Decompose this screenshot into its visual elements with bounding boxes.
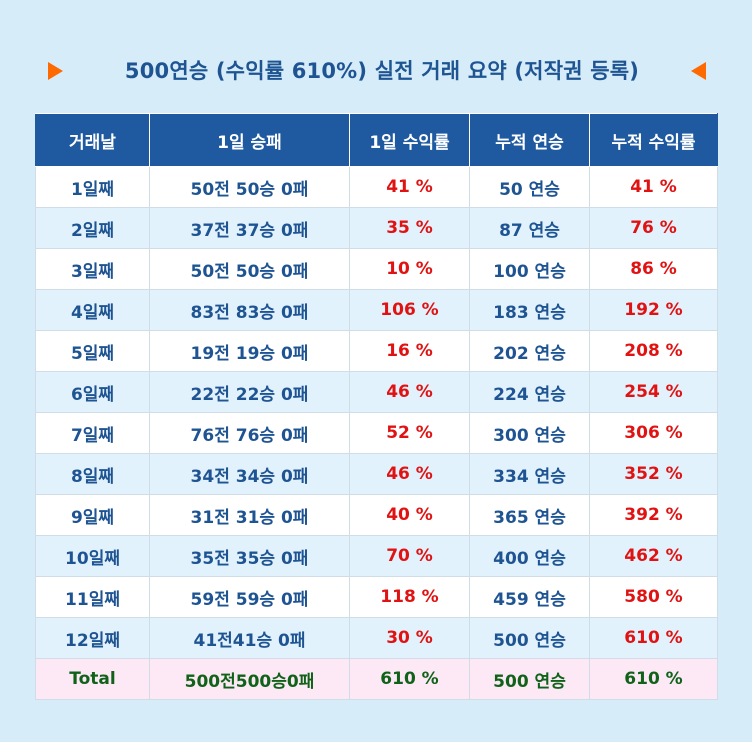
cumulative-rate-cell: 580 %	[589, 576, 718, 618]
record-cell: 50전 50승 0패	[149, 166, 350, 208]
record-cell: 31전 31승 0패	[149, 494, 350, 536]
table-row: 11일째 59전 59승 0패 118 % 459 연승 580 %	[35, 576, 718, 618]
daily-rate-cell: 46 %	[349, 371, 470, 413]
streak-cell: 334 연승	[469, 453, 590, 495]
column-header-streak: 누적 연승	[469, 113, 590, 167]
page-title: 500연승 (수익률 610%) 실전 거래 요약 (저작권 등록)	[124, 59, 640, 83]
cumulative-rate-cell: 610 %	[589, 617, 718, 659]
daily-rate-cell: 10 %	[349, 248, 470, 290]
day-cell: 7일째	[35, 412, 150, 454]
cumulative-rate-cell: 41 %	[589, 166, 718, 208]
cumulative-rate-cell: 76 %	[589, 207, 718, 249]
day-cell: 6일째	[35, 371, 150, 413]
total-row: Total 500전500승0패 610 % 500 연승 610 %	[35, 658, 718, 700]
record-cell: 19전 19승 0패	[149, 330, 350, 372]
record-cell: 34전 34승 0패	[149, 453, 350, 495]
daily-rate-cell: 30 %	[349, 617, 470, 659]
record-cell: 83전 83승 0패	[149, 289, 350, 331]
daily-rate-cell: 35 %	[349, 207, 470, 249]
streak-cell: 459 연승	[469, 576, 590, 618]
cumulative-rate-cell: 306 %	[589, 412, 718, 454]
day-cell: 3일째	[35, 248, 150, 290]
day-cell: 1일째	[35, 166, 150, 208]
table-row: 9일째 31전 31승 0패 40 % 365 연승 392 %	[35, 494, 718, 536]
table-row: 3일째 50전 50승 0패 10 % 100 연승 86 %	[35, 248, 718, 290]
table-row: 2일째 37전 37승 0패 35 % 87 연승 76 %	[35, 207, 718, 249]
table-row: 5일째 19전 19승 0패 16 % 202 연승 208 %	[35, 330, 718, 372]
table-row: 8일째 34전 34승 0패 46 % 334 연승 352 %	[35, 453, 718, 495]
streak-cell: 50 연승	[469, 166, 590, 208]
day-cell: 8일째	[35, 453, 150, 495]
day-cell: 12일째	[35, 617, 150, 659]
column-header-cumulative-rate: 누적 수익률	[589, 113, 718, 167]
daily-rate-cell: 41 %	[349, 166, 470, 208]
record-cell: 41전41승 0패	[149, 617, 350, 659]
table-row: 10일째 35전 35승 0패 70 % 400 연승 462 %	[35, 535, 718, 577]
column-header-record: 1일 승패	[149, 113, 350, 167]
total-record-cell: 500전500승0패	[149, 658, 350, 700]
cumulative-rate-cell: 192 %	[589, 289, 718, 331]
total-rate-cell: 610 %	[349, 658, 470, 700]
day-cell: 9일째	[35, 494, 150, 536]
table-row: 12일째 41전41승 0패 30 % 500 연승 610 %	[35, 617, 718, 659]
streak-cell: 365 연승	[469, 494, 590, 536]
streak-cell: 87 연승	[469, 207, 590, 249]
cumulative-rate-cell: 462 %	[589, 535, 718, 577]
record-cell: 35전 35승 0패	[149, 535, 350, 577]
arrow-left-icon	[691, 62, 706, 80]
streak-cell: 300 연승	[469, 412, 590, 454]
total-label-cell: Total	[35, 658, 150, 700]
day-cell: 2일째	[35, 207, 150, 249]
day-cell: 4일째	[35, 289, 150, 331]
daily-rate-cell: 106 %	[349, 289, 470, 331]
title-bar: 500연승 (수익률 610%) 실전 거래 요약 (저작권 등록)	[0, 46, 752, 94]
streak-cell: 202 연승	[469, 330, 590, 372]
total-cumulative-rate-cell: 610 %	[589, 658, 718, 700]
cumulative-rate-cell: 86 %	[589, 248, 718, 290]
table-row: 4일째 83전 83승 0패 106 % 183 연승 192 %	[35, 289, 718, 331]
table-header-row: 거래날 1일 승패 1일 수익률 누적 연승 누적 수익률	[35, 113, 718, 167]
day-cell: 10일째	[35, 535, 150, 577]
cumulative-rate-cell: 352 %	[589, 453, 718, 495]
table-row: 1일째 50전 50승 0패 41 % 50 연승 41 %	[35, 166, 718, 208]
record-cell: 37전 37승 0패	[149, 207, 350, 249]
column-header-daily-rate: 1일 수익률	[349, 113, 470, 167]
trade-summary-table: 거래날 1일 승패 1일 수익률 누적 연승 누적 수익률 1일째 50전 50…	[35, 113, 718, 700]
table-row: 6일째 22전 22승 0패 46 % 224 연승 254 %	[35, 371, 718, 413]
record-cell: 22전 22승 0패	[149, 371, 350, 413]
daily-rate-cell: 46 %	[349, 453, 470, 495]
daily-rate-cell: 52 %	[349, 412, 470, 454]
daily-rate-cell: 16 %	[349, 330, 470, 372]
streak-cell: 400 연승	[469, 535, 590, 577]
streak-cell: 224 연승	[469, 371, 590, 413]
streak-cell: 183 연승	[469, 289, 590, 331]
streak-cell: 100 연승	[469, 248, 590, 290]
total-streak-cell: 500 연승	[469, 658, 590, 700]
daily-rate-cell: 118 %	[349, 576, 470, 618]
daily-rate-cell: 70 %	[349, 535, 470, 577]
day-cell: 11일째	[35, 576, 150, 618]
streak-cell: 500 연승	[469, 617, 590, 659]
table-row: 7일째 76전 76승 0패 52 % 300 연승 306 %	[35, 412, 718, 454]
daily-rate-cell: 40 %	[349, 494, 470, 536]
record-cell: 59전 59승 0패	[149, 576, 350, 618]
column-header-day: 거래날	[35, 113, 150, 167]
arrow-right-icon	[48, 62, 63, 80]
day-cell: 5일째	[35, 330, 150, 372]
cumulative-rate-cell: 392 %	[589, 494, 718, 536]
cumulative-rate-cell: 254 %	[589, 371, 718, 413]
record-cell: 50전 50승 0패	[149, 248, 350, 290]
record-cell: 76전 76승 0패	[149, 412, 350, 454]
cumulative-rate-cell: 208 %	[589, 330, 718, 372]
